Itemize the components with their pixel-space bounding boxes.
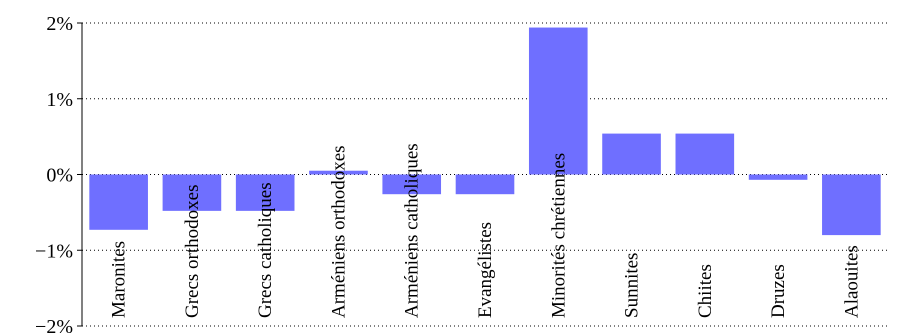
bar xyxy=(822,174,881,236)
bar xyxy=(235,174,295,211)
category-label: Arméniens orthodoxes xyxy=(328,145,349,318)
bar xyxy=(455,174,515,195)
category-label: Alaouites xyxy=(841,245,862,318)
bar xyxy=(748,174,808,180)
bar xyxy=(162,174,222,211)
category-label: Minorités chrétiennes xyxy=(548,153,569,318)
bar xyxy=(675,133,735,175)
category-label: Evangélistes xyxy=(475,222,496,318)
bar xyxy=(89,174,148,230)
category-label: Grecs orthodoxes xyxy=(182,185,203,319)
category-label: Chiites xyxy=(695,264,716,318)
labels-layer: −2% −1% 0% 1% 2% Maronites Grecs orthodoxes Gre… xyxy=(35,13,862,334)
bar xyxy=(602,133,661,175)
category-label: Maronites xyxy=(109,241,130,318)
y-tick-label: −2% xyxy=(35,316,73,334)
category-label: Grecs catholiques xyxy=(255,182,276,318)
bar xyxy=(528,27,588,175)
axis-layer xyxy=(77,22,83,327)
category-label: Druzes xyxy=(768,264,789,318)
y-tick-label: 2% xyxy=(46,13,73,35)
category-label: Sunnites xyxy=(622,253,643,318)
y-tick-label: 1% xyxy=(46,89,73,111)
y-tick-label: 0% xyxy=(46,165,73,187)
category-label: Arméniens catholiques xyxy=(402,143,423,318)
bar xyxy=(382,174,442,195)
y-tick-label: −1% xyxy=(35,240,73,262)
bars-layer xyxy=(89,27,881,236)
bar xyxy=(309,170,368,175)
